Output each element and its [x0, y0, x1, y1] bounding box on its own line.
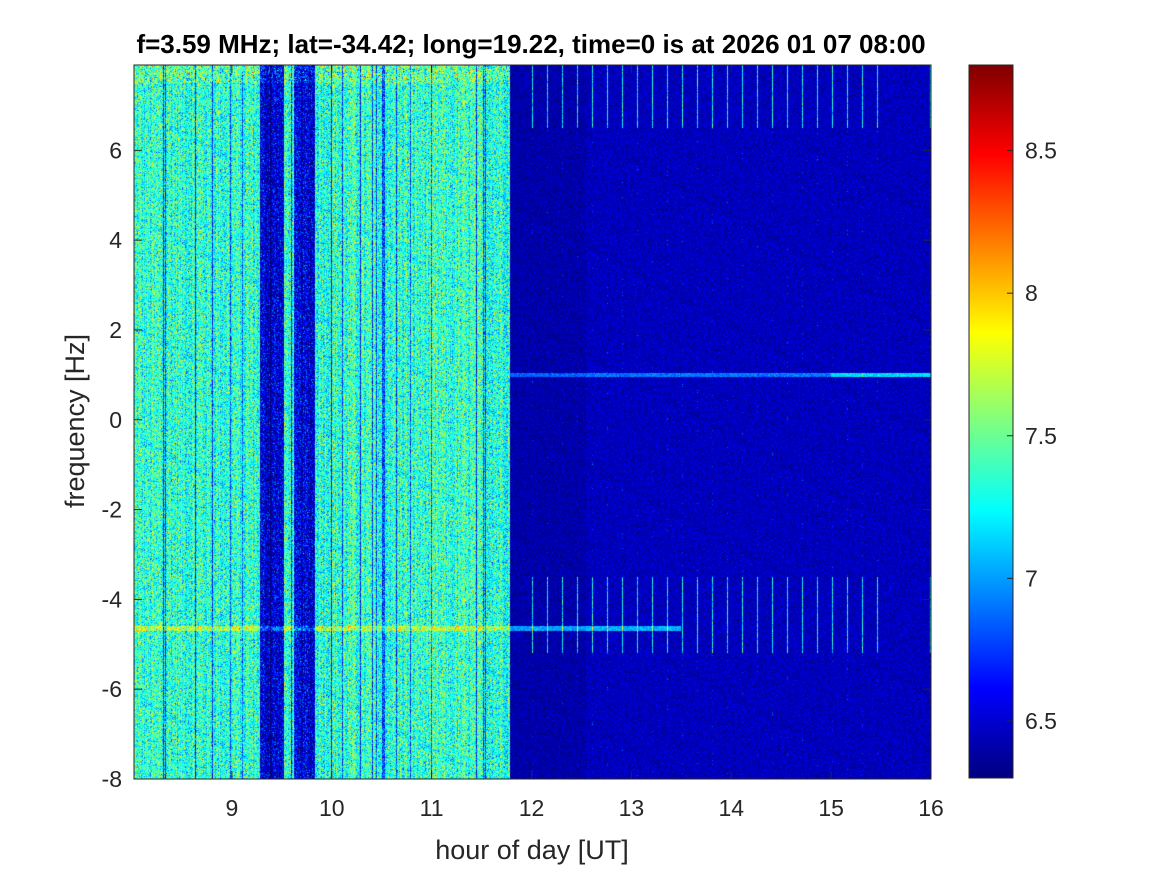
colorbar: 6.5 7 7.5 8 8.5: [968, 64, 1057, 779]
colorbar-frame: [968, 64, 1014, 779]
x-tick-label: 12: [519, 795, 545, 821]
y-tick-label: 6: [109, 137, 122, 163]
y-axis: -8 -6 -4 -2 0 2 4 6: [102, 137, 931, 792]
colorbar-tick-label: 7.5: [1025, 423, 1057, 449]
y-tick-label: -4: [102, 586, 123, 612]
colorbar-tick-label: 8: [1025, 280, 1038, 306]
x-axis: 9 10 11 12 13 14 15 16: [225, 65, 944, 821]
plot-frame: [133, 64, 932, 780]
chart-title: f=3.59 MHz; lat=-34.42; long=19.22, time…: [136, 29, 925, 59]
spectrogram-image: [134, 65, 931, 779]
y-tick-label: -6: [102, 676, 122, 702]
colorbar-gradient: [969, 65, 1013, 778]
colorbar-tick-label: 8.5: [1025, 138, 1057, 164]
y-axis-label: frequency [Hz]: [60, 334, 90, 508]
x-tick-label: 16: [918, 795, 944, 821]
x-tick-label: 15: [818, 795, 844, 821]
x-tick-label: 9: [225, 795, 238, 821]
y-tick-label: 2: [109, 317, 122, 343]
y-tick-label: -8: [102, 766, 122, 792]
x-tick-label: 10: [319, 795, 345, 821]
plot-area: [133, 64, 932, 780]
x-axis-label: hour of day [UT]: [435, 835, 629, 865]
x-tick-label: 11: [420, 795, 444, 821]
colorbar-axis: 6.5 7 7.5 8 8.5: [1007, 138, 1057, 734]
x-tick-label: 13: [619, 795, 645, 821]
y-tick-label: -2: [102, 497, 122, 523]
x-tick-label: 14: [718, 795, 744, 821]
y-tick-label: 0: [109, 407, 122, 433]
y-tick-label: 4: [109, 227, 122, 253]
colorbar-tick-label: 6.5: [1025, 708, 1057, 734]
colorbar-tick-label: 7: [1025, 565, 1038, 591]
